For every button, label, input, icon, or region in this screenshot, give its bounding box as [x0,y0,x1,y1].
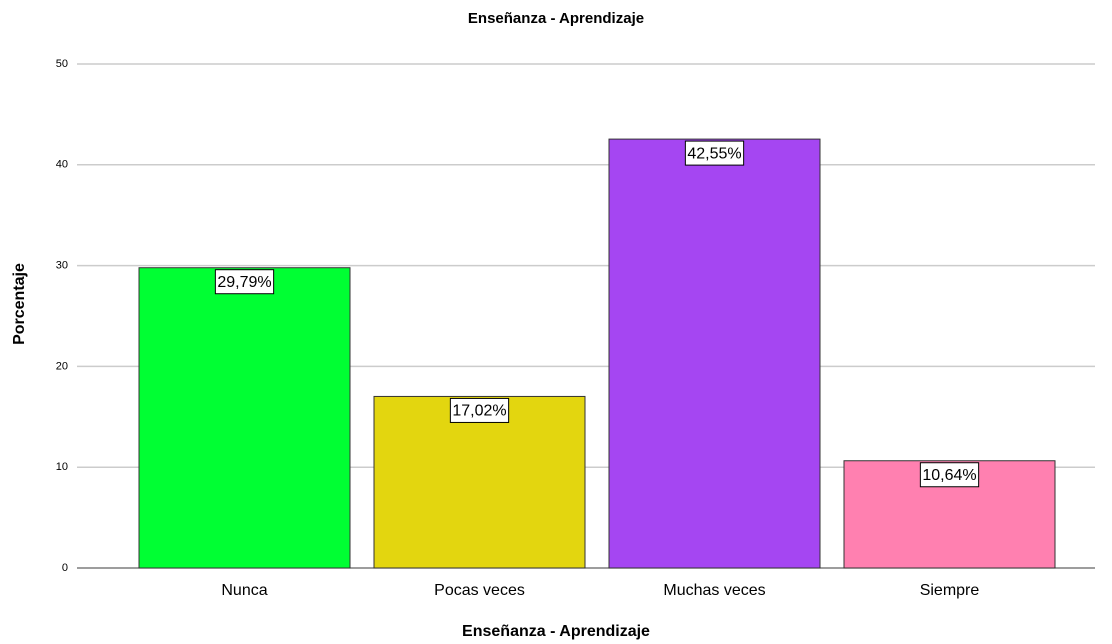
value-label-box [449,397,510,423]
value-label: 10,64% [922,467,976,484]
y-tick-label: 20 [56,360,68,372]
value-label-box [214,269,275,295]
value-label: 17,02% [452,403,506,420]
x-tick-label: Siempre [920,582,980,599]
y-tick-label: 10 [56,461,68,473]
value-label: 42,55% [687,145,741,162]
y-axis-label: Porcentaje [11,263,28,345]
y-tick-label: 40 [56,159,68,171]
x-tick-label: Muchas veces [663,582,765,599]
value-label-box [684,140,745,166]
bar [608,138,821,569]
x-tick-label: Nunca [221,582,267,599]
bar [373,395,586,569]
y-tick-label: 30 [56,260,68,272]
chart-title: Enseñanza - Aprendizaje [468,10,644,27]
y-tick-label: 0 [62,562,68,574]
y-tick-label: 50 [56,58,68,70]
x-tick-label: Pocas veces [434,582,525,599]
bar [138,267,351,569]
value-label: 29,79% [217,274,271,291]
value-label-box [919,462,980,488]
x-axis-label: Enseñanza - Aprendizaje [462,623,650,640]
